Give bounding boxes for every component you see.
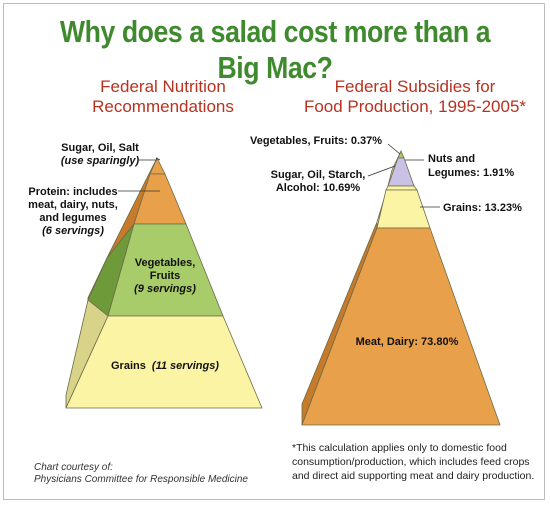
label-use-sparingly: (use sparingly) (61, 155, 140, 167)
label-right-meat: Meat, Dairy: 73.80% (356, 336, 459, 348)
leader-sugar (155, 157, 161, 161)
label-right-sugar-2: Alcohol: 10.69% (276, 182, 361, 194)
label-sugar-oil-salt: Sugar, Oil, Salt (61, 142, 139, 154)
label-protein-2: meat, dairy, nuts, (28, 199, 118, 211)
right-pyramid-title: Federal Subsidies for Food Production, 1… (280, 77, 550, 117)
label-right-nuts-2: Legumes: 1.91% (428, 167, 514, 179)
left-tier-protein (133, 173, 187, 225)
left-pyramid-title: Federal Nutrition Recommendations (48, 77, 278, 117)
leader-right-sugar (367, 165, 396, 177)
right-tier-grains (376, 189, 431, 229)
left-title-line1: Federal Nutrition (100, 77, 226, 96)
credit-line1: Chart courtesy of: (34, 462, 113, 473)
right-pyramid (301, 149, 501, 426)
label-right-sugar-1: Sugar, Oil, Starch, (271, 169, 366, 181)
footnote: *This calculation applies only to domest… (292, 442, 535, 482)
label-grains: Grains (11 servings) (111, 360, 219, 372)
label-protein-3: and legumes (39, 212, 106, 224)
left-pyramid (65, 157, 263, 409)
label-protein-1: Protein: includes (28, 186, 117, 198)
right-title-line2: Food Production, 1995-2005* (303, 97, 527, 116)
left-tier-grains (65, 315, 263, 409)
label-grains-servings: (11 servings) (152, 360, 219, 372)
label-veg-2: Fruits (150, 270, 181, 282)
right-title-line1: Federal Subsidies for (334, 77, 496, 96)
credit-line2: Physicians Committee for Responsible Med… (34, 474, 248, 485)
main-title: Why does a salad cost more than a Big Ma… (59, 14, 491, 85)
label-veg-1: Vegetables, (135, 257, 196, 269)
left-title-line2: Recommendations (92, 97, 234, 116)
label-grains-name: Grains (111, 360, 146, 372)
right-tier-sugar (385, 185, 418, 191)
label-veg-3: (9 servings) (134, 283, 196, 295)
credit: Chart courtesy of: Physicians Committee … (34, 462, 248, 486)
label-right-veg: Vegetables, Fruits: 0.37% (250, 135, 382, 147)
leader-right-veg (387, 143, 401, 155)
label-right-grains: Grains: 13.23% (443, 202, 522, 214)
frame-border (3, 3, 545, 500)
label-right-nuts-1: Nuts and (428, 153, 475, 165)
label-protein-4: (6 servings) (42, 225, 104, 237)
right-tier-meat (301, 227, 501, 426)
